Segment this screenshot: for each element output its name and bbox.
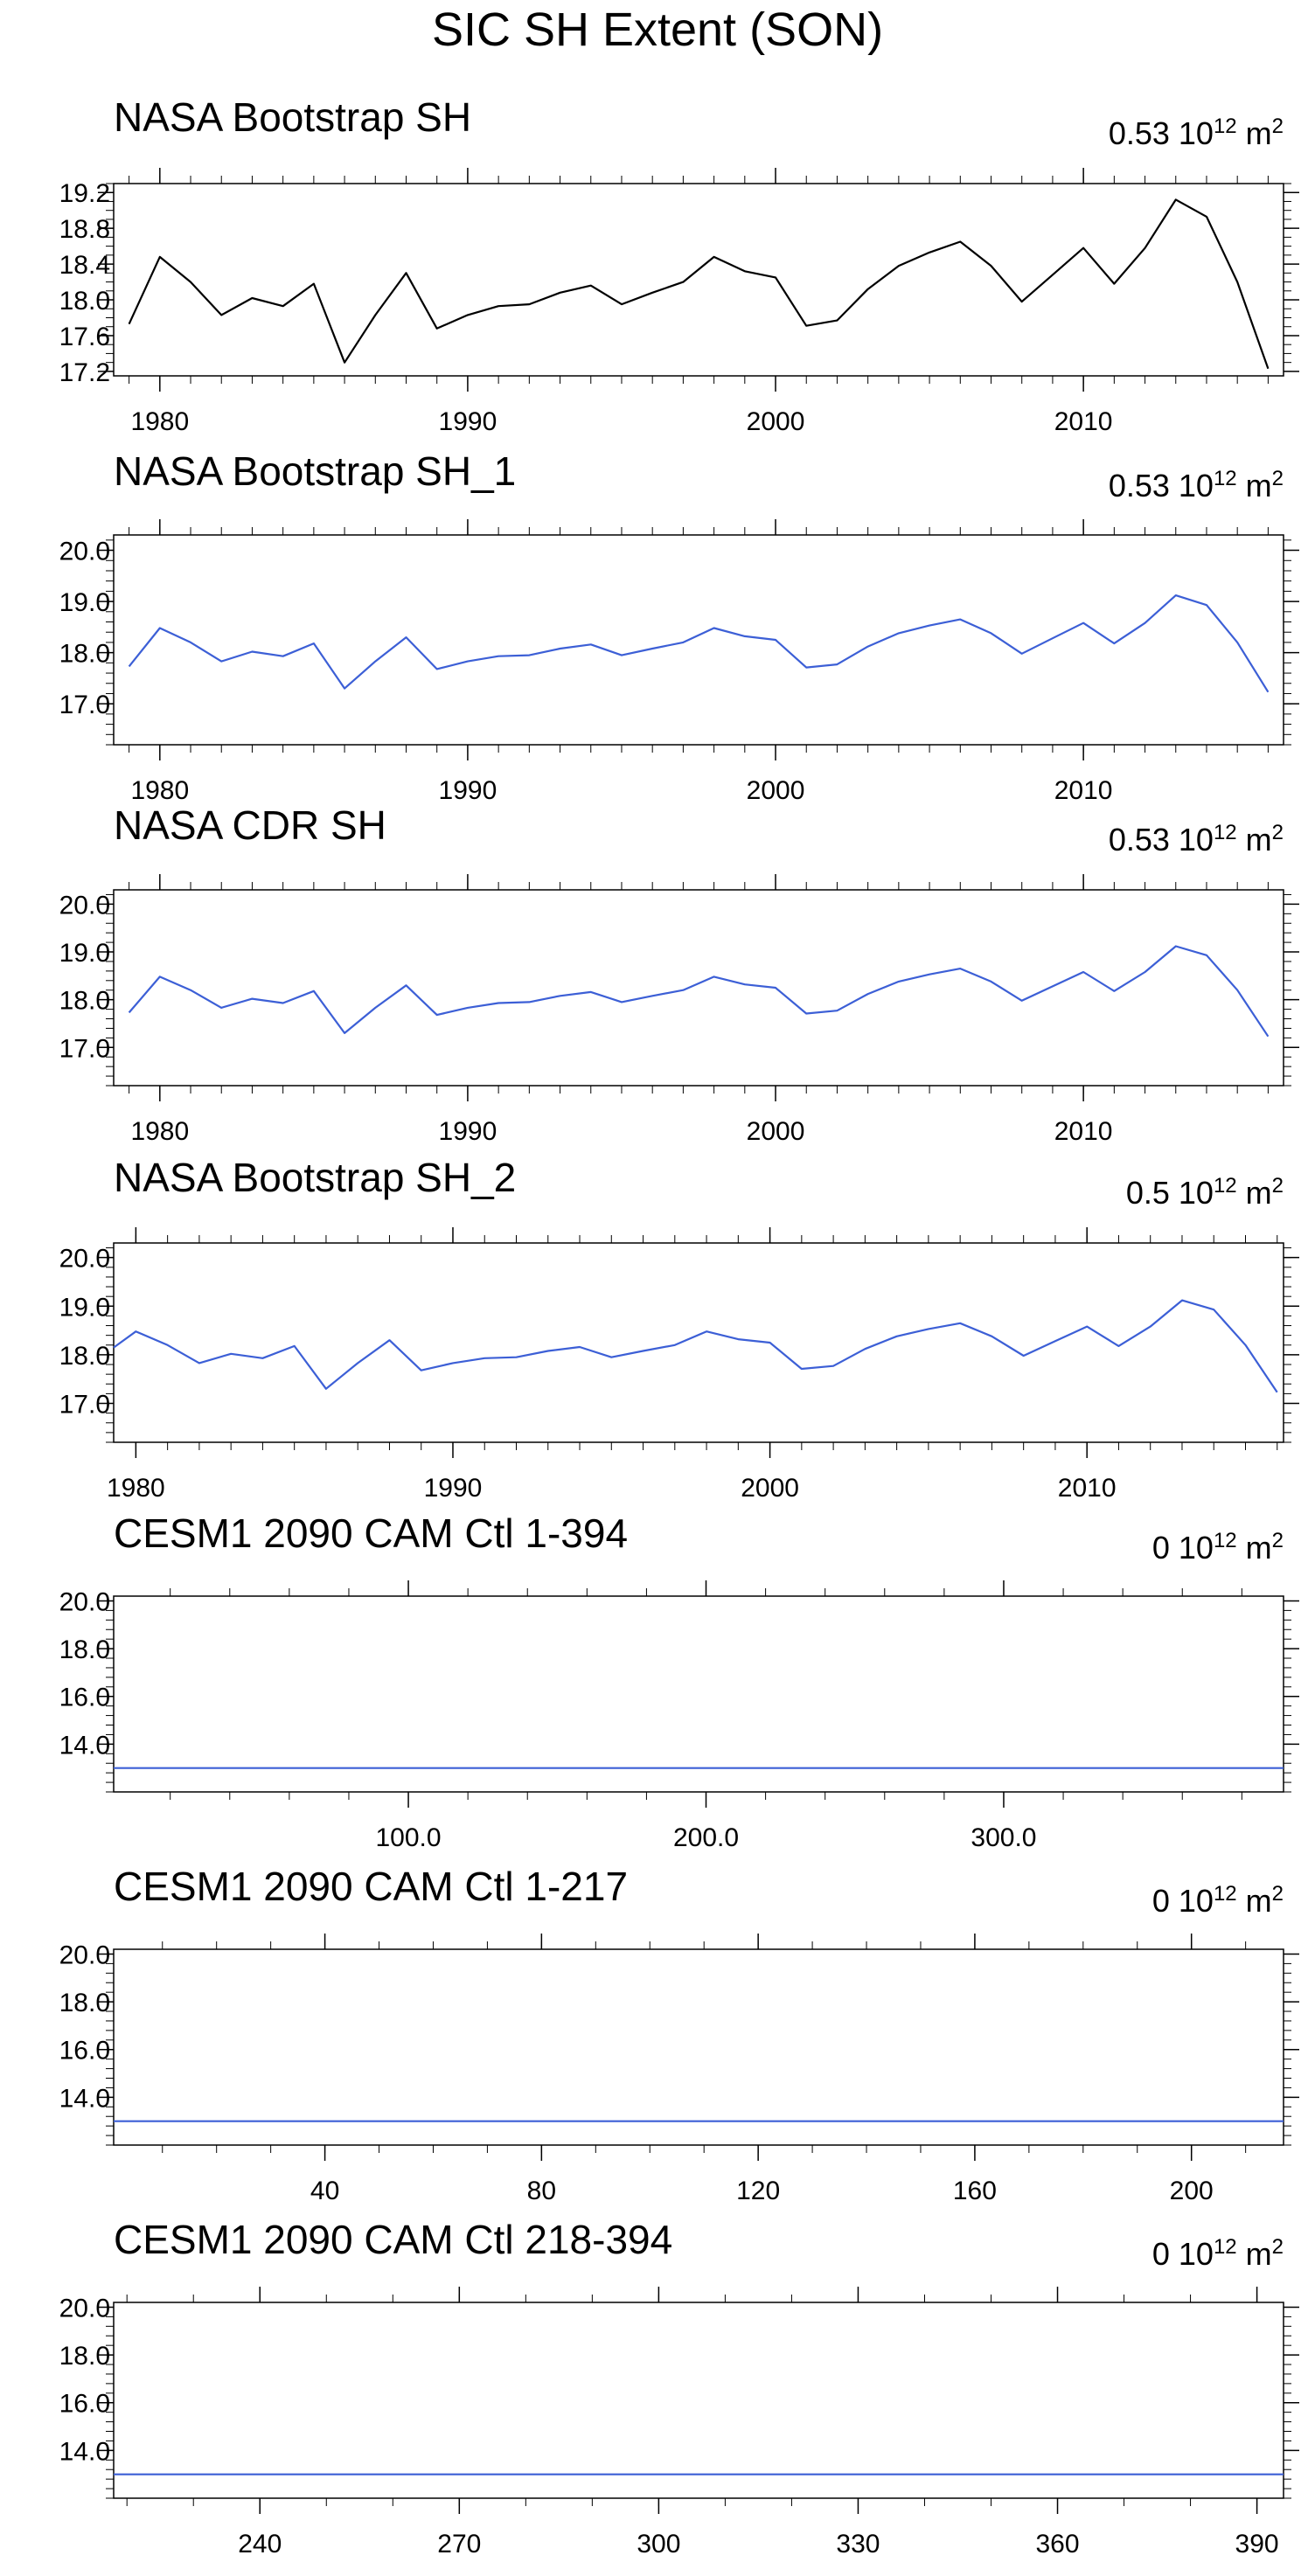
y-tick-label: 20.0 — [59, 1587, 110, 1616]
x-tick-label: 300 — [637, 2530, 680, 2559]
series-line — [128, 945, 1270, 1038]
y-tick-label: 18.4 — [59, 251, 110, 280]
x-tick-label: 270 — [437, 2530, 481, 2559]
chart-panel-6: CESM1 2090 CAM Ctl 1-217 0 1012 m2 40 80 120… — [59, 1864, 1299, 2205]
panel-annotation: 0 1012 m2 — [1152, 1882, 1284, 1920]
x-tick-label: 360 — [1035, 2530, 1079, 2559]
panel-annotation: 0.53 1012 m2 — [1109, 115, 1284, 152]
x-tick-label: 240 — [238, 2530, 282, 2559]
plot-frame — [113, 1595, 1284, 1793]
panel-title: NASA Bootstrap SH_1 — [114, 448, 516, 494]
panel-title: CESM1 2090 CAM Ctl 1-394 — [114, 1510, 628, 1556]
y-tick-label: 17.2 — [59, 358, 110, 387]
y-tick-label: 14.0 — [59, 2437, 110, 2466]
x-tick-label: 1980 — [130, 776, 189, 805]
plot-frame — [113, 1948, 1284, 2146]
x-tick-label: 2000 — [741, 1474, 799, 1503]
y-tick-label: 18.0 — [59, 987, 110, 1016]
x-tick-label: 200.0 — [673, 1823, 739, 1852]
y-tick-label: 19.0 — [59, 1293, 110, 1322]
x-tick-label: 2010 — [1054, 407, 1113, 436]
panel-title: CESM1 2090 CAM Ctl 1-217 — [114, 1864, 628, 1909]
y-tick-label: 18.0 — [59, 1342, 110, 1371]
x-tick-label: 2010 — [1054, 1117, 1113, 1146]
panel-annotation: 0.53 1012 m2 — [1109, 821, 1284, 858]
y-tick-label: 17.0 — [59, 691, 110, 719]
y-tick-label: 14.0 — [59, 1731, 110, 1760]
x-tick-label: 1980 — [130, 1117, 189, 1146]
x-tick-label: 390 — [1235, 2530, 1279, 2559]
x-tick-label: 2010 — [1054, 776, 1113, 805]
x-tick-label: 100.0 — [376, 1823, 442, 1852]
y-tick-label: 20.0 — [59, 891, 110, 920]
x-tick-label: 200 — [1170, 2177, 1214, 2205]
chart-panel-1: NASA Bootstrap SH 0.53 1012 m2 1980 1990 200… — [59, 94, 1299, 436]
panel-annotation: 0 1012 m2 — [1152, 1529, 1284, 1566]
y-tick-label: 18.0 — [59, 2342, 110, 2371]
x-tick-label: 120 — [736, 2177, 780, 2205]
x-tick-label: 300.0 — [971, 1823, 1036, 1852]
panel-title: NASA CDR SH — [114, 802, 386, 848]
x-tick-label: 80 — [527, 2177, 556, 2205]
x-tick-label: 1990 — [439, 1117, 497, 1146]
panel-annotation: 0.53 1012 m2 — [1109, 467, 1284, 504]
plot-frame — [113, 889, 1284, 1087]
plot-frame — [113, 1242, 1284, 1443]
x-tick-label: 2000 — [747, 1117, 805, 1146]
y-tick-label: 18.0 — [59, 1989, 110, 2017]
panel-title: NASA Bootstrap SH — [114, 94, 471, 140]
y-tick-label: 16.0 — [59, 1684, 110, 1712]
x-tick-label: 2000 — [747, 407, 805, 436]
y-tick-label: 20.0 — [59, 1941, 110, 1969]
y-tick-label: 17.6 — [59, 323, 110, 351]
chart-panel-7: CESM1 2090 CAM Ctl 218-394 0 1012 m2 240 27… — [59, 2217, 1299, 2559]
y-tick-label: 18.0 — [59, 1635, 110, 1664]
x-tick-label: 2010 — [1058, 1474, 1117, 1503]
y-tick-label: 17.0 — [59, 1034, 110, 1063]
x-tick-label: 160 — [953, 2177, 997, 2205]
y-tick-label: 20.0 — [59, 538, 110, 566]
panel-title: CESM1 2090 CAM Ctl 218-394 — [114, 2217, 672, 2262]
series-line — [128, 198, 1270, 370]
y-tick-label: 19.2 — [59, 179, 110, 208]
y-tick-label: 14.0 — [59, 2084, 110, 2113]
x-tick-label: 1990 — [424, 1474, 483, 1503]
panel-annotation: 0.5 1012 m2 — [1126, 1174, 1284, 1212]
plot-frame — [113, 183, 1284, 377]
chart-panel-5: CESM1 2090 CAM Ctl 1-394 0 1012 m2 100.0 20… — [59, 1510, 1299, 1852]
chart-panel-2: NASA Bootstrap SH_1 0.53 1012 m2 1980 1990 2… — [59, 448, 1299, 805]
x-tick-label: 1980 — [130, 407, 189, 436]
x-tick-label: 1990 — [439, 407, 497, 436]
y-tick-label: 18.0 — [59, 287, 110, 316]
series-line — [128, 594, 1270, 693]
y-tick-label: 18.8 — [59, 215, 110, 244]
x-tick-label: 1980 — [107, 1474, 165, 1503]
y-tick-label: 20.0 — [59, 1245, 110, 1274]
y-tick-label: 19.0 — [59, 939, 110, 968]
figure-title: SIC SH Extent (SON) — [432, 3, 883, 56]
panel-title: NASA Bootstrap SH_2 — [114, 1155, 516, 1200]
chart-panel-4: NASA Bootstrap SH_2 0.5 1012 m2 1980 1990 20… — [59, 1155, 1299, 1503]
y-tick-label: 16.0 — [59, 2390, 110, 2419]
series-line — [113, 1299, 1278, 1393]
x-tick-label: 2000 — [747, 776, 805, 805]
y-tick-label: 17.0 — [59, 1391, 110, 1420]
chart-panel-3: NASA CDR SH 0.53 1012 m2 1980 1990 2000 2010 1… — [59, 802, 1299, 1146]
y-tick-label: 18.0 — [59, 640, 110, 669]
panel-annotation: 0 1012 m2 — [1152, 2235, 1284, 2273]
x-tick-label: 330 — [836, 2530, 880, 2559]
y-tick-label: 16.0 — [59, 2037, 110, 2066]
plot-frame — [113, 2302, 1284, 2499]
y-tick-label: 20.0 — [59, 2294, 110, 2323]
plot-frame — [113, 534, 1284, 746]
x-tick-label: 40 — [310, 2177, 339, 2205]
x-tick-label: 1990 — [439, 776, 497, 805]
y-tick-label: 19.0 — [59, 588, 110, 617]
